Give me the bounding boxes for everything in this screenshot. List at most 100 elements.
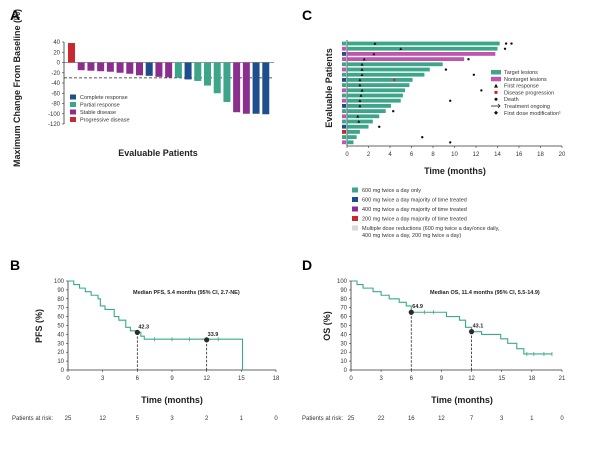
panel-c-dose-marker: [342, 57, 346, 61]
panel-d-at-risk-value: 0: [560, 416, 564, 422]
panel-c-response-marker: [357, 120, 361, 123]
panel-b-y-tick-label: 50: [57, 324, 64, 330]
panel-c-dose-swatch: [352, 197, 358, 202]
panel-c-bar: [347, 67, 430, 72]
panel-a-bar: [87, 62, 95, 71]
panel-c-x-tick-label: 18: [537, 152, 544, 158]
panel-d-x-tick-label: 15: [498, 376, 505, 382]
panel-b-at-risk-value: 3: [170, 416, 174, 422]
panel-c-legend-label: Target lesions: [504, 70, 538, 76]
panel-a-bar: [213, 62, 221, 94]
panel-d-x-tick-label: 3: [379, 376, 383, 382]
panel-b-x-tick-label: 15: [238, 376, 245, 382]
panel-a-bar: [106, 62, 114, 72]
panel-b-median-point: [134, 329, 140, 335]
panel-c-dose-marker: [342, 52, 346, 56]
panel-c-death-marker: [504, 42, 508, 45]
panel-d-y-tick-label: 40: [340, 332, 347, 338]
panel-b-x-tick-label: 6: [136, 376, 140, 382]
panel-c-bar: [347, 57, 465, 61]
panel-c-legend-label: Death: [504, 97, 519, 103]
panel-d-at-risk-value: 22: [378, 416, 385, 422]
panel-c-dose-marker: [342, 88, 346, 93]
panel-d-y-tick-label: 80: [340, 297, 347, 303]
panel-c-legend-label: First dose modification¹: [504, 111, 561, 117]
panel-c-dose-marker: [342, 93, 346, 98]
panel-c-response-marker: [372, 52, 376, 56]
panel-c-dose-marker: [342, 98, 346, 103]
panel-c-response-marker: [358, 99, 362, 102]
panel-a-xlabel: Evaluable Patients: [118, 148, 198, 158]
panel-c-ylabel: Evaluable Patients: [324, 48, 334, 128]
panel-a-bar: [68, 43, 75, 63]
panel-c-dose-marker: [342, 67, 346, 72]
panel-d-y-tick-label: 10: [340, 359, 347, 365]
panel-a-y-tick-label: -20: [51, 71, 60, 77]
panel-c-bar: [347, 83, 410, 87]
panel-c-dose-swatch: [352, 187, 358, 193]
panel-b-y-tick-label: 20: [57, 350, 64, 356]
panel-a-y-tick-label: 40: [53, 40, 60, 46]
panel-b-y-tick-label: 30: [57, 341, 64, 347]
panel-a-bar: [97, 62, 105, 72]
panel-d-x-tick-label: 0: [349, 376, 353, 382]
panel-c-bar: [347, 46, 498, 51]
panel-c-death-marker: [421, 136, 424, 139]
panel-c-legend-label: Nontarget lesions: [504, 77, 547, 83]
panel-c-response-marker: [360, 68, 364, 71]
panel-d-x-tick-label: 6: [410, 376, 414, 382]
panel-b-xlabel: Time (months): [141, 395, 203, 405]
panel-c-dose-label: 400 mg twice a day majority of time trea…: [362, 207, 467, 213]
panel-d-at-risk-value: 7: [470, 416, 474, 422]
panel-c-swimmer: Evaluable Patients Time (months) 0 2 4 6 8 10…: [324, 40, 566, 239]
panel-c-bar: [347, 52, 496, 56]
panel-c-bar: [347, 62, 443, 67]
panel-c-x-tick-label: 10: [451, 152, 458, 158]
panel-b-x-tick-label: 18: [273, 376, 280, 382]
panel-c-bar: [347, 135, 357, 139]
panel-a-y-tick-label: -60: [51, 91, 60, 97]
panel-c-dose-marker: [342, 114, 346, 119]
panel-c-xlabel: Time (months): [424, 166, 486, 176]
panel-a-bar: [252, 62, 260, 114]
panel-c-death-marker: [480, 89, 483, 92]
panel-d-median-point: [468, 329, 475, 335]
panel-d-at-risk-label: Patients at risk:: [302, 416, 343, 422]
panel-a-bar: [242, 62, 250, 114]
panel-c-bar: [347, 78, 413, 82]
panel-d-y-tick-label: 100: [337, 279, 348, 285]
panel-d-xlabel: Time (months): [431, 395, 493, 405]
panel-a-bar: [184, 62, 192, 80]
panel-c-response-marker: [360, 62, 364, 66]
panel-letter-a: A: [10, 7, 20, 23]
panel-c-response-marker: [399, 47, 403, 50]
panel-d-median-point: [408, 309, 414, 315]
panel-d-x-tick-label: 21: [559, 376, 566, 382]
panel-a-bar: [233, 62, 241, 113]
panel-letter-b: B: [10, 257, 20, 273]
panel-b-y-tick-label: 10: [57, 359, 64, 365]
panel-c-dose-label: 400 mg twice a day, 200 mg twice a day): [362, 233, 461, 239]
panel-c-legend-swatch: [491, 70, 501, 75]
panel-c-progression-marker: [393, 78, 396, 82]
panel-c-death-marker: [472, 73, 476, 77]
panel-a-bar: [145, 62, 153, 76]
panel-letter-d: D: [302, 257, 312, 273]
panel-d-y-tick-label: 50: [340, 324, 347, 330]
panel-c-dose-marker: [342, 119, 346, 124]
panel-c-death-marker: [503, 47, 507, 50]
panel-c-legend-label: Treatment ongoing: [504, 104, 550, 110]
panel-c-bar: [347, 124, 369, 129]
panel-d-x-tick-label: 18: [529, 376, 536, 382]
panel-c-legend-swatch: [494, 97, 498, 101]
panel-b-x-tick-label: 9: [170, 376, 174, 382]
panel-c-dose-marker: [342, 83, 346, 87]
panel-c-death-marker: [449, 99, 452, 103]
panel-c-dose-label: 600 mg twice a day only: [362, 188, 421, 194]
panel-a-bar: [223, 62, 231, 102]
panel-d-point-label: 43.1: [473, 324, 484, 330]
panel-a-y-tick-label: -80: [51, 102, 60, 108]
panel-c-x-tick-label: 20: [559, 152, 566, 158]
panel-c-dose-marker: [342, 130, 346, 134]
panel-b-at-risk-value: 25: [65, 416, 72, 422]
